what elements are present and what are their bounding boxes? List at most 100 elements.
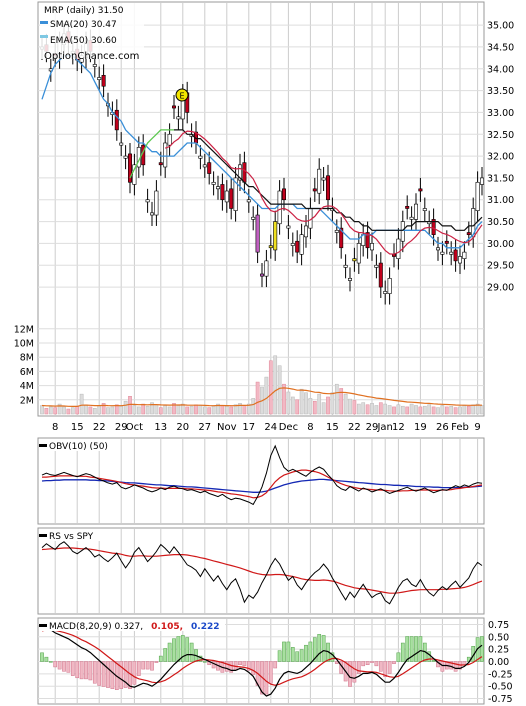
candle-body	[176, 116, 181, 120]
candle-body	[114, 109, 119, 131]
volume-bar	[299, 388, 304, 415]
candle-body	[119, 142, 124, 146]
macd-histogram-bar	[304, 644, 308, 662]
volume-bar	[334, 383, 339, 415]
candle-body	[479, 177, 484, 185]
earnings-marker: E	[175, 88, 189, 102]
volume-bar	[466, 405, 471, 415]
date-tick-label: 12	[392, 422, 405, 433]
macd-histogram-bar	[48, 661, 53, 663]
volume-bar	[409, 403, 414, 415]
macd-histogram-bar	[88, 661, 93, 681]
candle-body	[356, 243, 361, 264]
macd-tick-label: -0.25	[488, 669, 513, 680]
candle-body	[317, 168, 322, 194]
volume-tick-label: 4M	[20, 381, 34, 392]
legend-swatch-sma20	[40, 21, 48, 24]
macd-histogram-bar	[374, 661, 379, 667]
macd-histogram-bar	[273, 661, 278, 669]
candle-body	[163, 142, 168, 168]
price-tick-label: 34.50	[487, 42, 514, 53]
volume-bar	[370, 403, 374, 415]
macd-histogram-bar	[251, 661, 256, 675]
candle-body	[273, 221, 278, 251]
date-tick-label: Nov	[217, 422, 237, 433]
volume-bar	[123, 400, 128, 415]
volume-bar	[277, 365, 282, 415]
legend-sma20: SMA(20) 30.47	[50, 20, 117, 30]
candle-body	[229, 188, 234, 209]
volume-bar	[220, 405, 225, 415]
macd-line	[41, 626, 483, 697]
candle-body	[92, 64, 97, 67]
macd-histogram-bar	[75, 661, 80, 679]
date-tick-label: 29	[366, 422, 379, 433]
candle-body	[466, 232, 471, 235]
volume-bar	[440, 405, 445, 415]
macd-histogram-bar	[70, 661, 75, 676]
candle-body	[352, 258, 357, 262]
candle-body	[453, 249, 458, 262]
macd-histogram-bar	[189, 642, 194, 662]
volume-bar	[374, 405, 379, 415]
candle-body	[211, 181, 216, 185]
macd-histogram-bar	[361, 661, 366, 667]
candle-body	[299, 234, 304, 255]
date-tick-label: 24	[264, 422, 277, 433]
price-tick-label: 31.00	[487, 195, 514, 206]
macd-histogram-bar	[453, 661, 458, 672]
macd-tick-label: 0.75	[488, 620, 509, 631]
date-tick-label: 17	[242, 422, 255, 433]
volume-bar	[141, 403, 146, 415]
volume-bar	[339, 388, 344, 415]
volume-bar	[268, 360, 273, 415]
macd-histogram-bar	[101, 661, 106, 687]
volume-bar	[211, 405, 216, 415]
candle-body	[281, 188, 286, 201]
obv-grid	[54, 439, 479, 523]
volume-bar	[444, 406, 449, 415]
macd-histogram-bar	[92, 661, 97, 684]
macd-histogram-bar	[370, 661, 374, 663]
macd-histogram-bar	[167, 642, 172, 662]
macd-histogram-bar	[44, 656, 49, 662]
volume-bar	[330, 392, 335, 415]
volume-bar	[44, 408, 49, 415]
macd-histogram-bar	[308, 641, 313, 662]
volume-bar	[229, 406, 234, 415]
volume-bar	[352, 400, 357, 415]
candle-body	[202, 164, 207, 168]
macd-histogram-bar	[242, 661, 247, 667]
volume-bar	[255, 381, 260, 415]
volume-bar	[172, 403, 176, 415]
candle-body	[369, 243, 374, 251]
volume-bar	[251, 398, 256, 415]
macd-histogram-bar	[268, 661, 273, 684]
candle-body	[422, 208, 427, 211]
obv-signal-line	[42, 469, 483, 499]
macd-label-signal: 0.105,	[151, 622, 183, 632]
candle-body	[132, 164, 137, 185]
volume-bar	[194, 404, 198, 415]
volume-bar	[119, 405, 124, 415]
volume-bar	[458, 406, 462, 415]
candle-body	[207, 162, 212, 174]
candle-body	[325, 175, 330, 201]
watermark: OptionChance.com	[44, 51, 139, 62]
candle-body	[374, 264, 379, 268]
volume-bar	[189, 405, 194, 415]
macd-histogram-bar	[53, 661, 58, 668]
macd-histogram-bar	[277, 650, 282, 662]
volume-tick-label: 8M	[20, 353, 34, 364]
volume-bar	[475, 403, 480, 415]
volume-tick-label: 10M	[14, 339, 34, 350]
macd-histogram-bar	[123, 661, 128, 688]
sma20-line	[41, 55, 483, 249]
candle-body	[216, 186, 221, 190]
volume-bar	[136, 406, 141, 415]
volume-bar	[158, 407, 163, 415]
volume-bar	[216, 403, 220, 415]
volume-bar	[242, 405, 247, 415]
candle-body	[431, 219, 436, 235]
ema20-red-line	[164, 130, 483, 255]
